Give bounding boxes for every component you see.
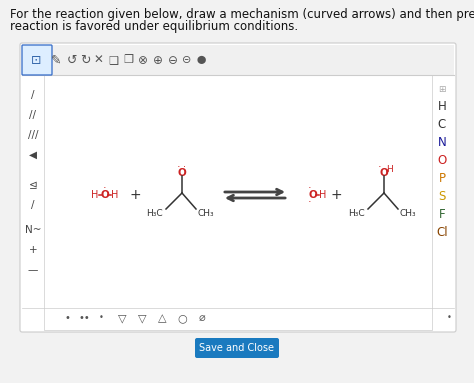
Text: ▽: ▽ bbox=[138, 313, 146, 323]
Text: ✎: ✎ bbox=[51, 54, 61, 67]
Text: H₃C: H₃C bbox=[348, 208, 365, 218]
Text: ⊗: ⊗ bbox=[138, 54, 148, 67]
Text: O: O bbox=[178, 168, 186, 178]
Text: CH₃: CH₃ bbox=[400, 208, 417, 218]
Text: ◀: ◀ bbox=[29, 150, 37, 160]
Text: ⬤: ⬤ bbox=[196, 56, 206, 64]
Text: Save and Close: Save and Close bbox=[200, 343, 274, 353]
FancyBboxPatch shape bbox=[22, 45, 52, 75]
Text: H: H bbox=[111, 190, 118, 200]
Text: S: S bbox=[438, 190, 446, 203]
Text: H: H bbox=[387, 165, 393, 173]
Text: •: • bbox=[64, 313, 70, 323]
Text: ⌀: ⌀ bbox=[199, 313, 205, 323]
Bar bbox=[44, 75, 432, 330]
FancyBboxPatch shape bbox=[20, 43, 456, 332]
Text: O: O bbox=[309, 190, 318, 200]
Text: N: N bbox=[438, 136, 447, 149]
Text: C: C bbox=[438, 118, 446, 131]
Text: ⊡: ⊡ bbox=[31, 54, 41, 67]
Text: ⊝: ⊝ bbox=[182, 55, 191, 65]
Text: H: H bbox=[319, 190, 327, 200]
Text: ·: · bbox=[308, 197, 312, 207]
Text: ⊴: ⊴ bbox=[28, 180, 37, 190]
Text: O: O bbox=[438, 154, 447, 167]
Text: ⊕: ⊕ bbox=[153, 54, 163, 67]
Text: +: + bbox=[129, 188, 141, 202]
Text: //: // bbox=[29, 110, 36, 120]
Text: ↻: ↻ bbox=[80, 54, 90, 67]
Text: +: + bbox=[29, 245, 37, 255]
Text: ✕: ✕ bbox=[93, 54, 103, 67]
Text: Cl: Cl bbox=[436, 226, 448, 239]
Text: For the reaction given below, draw a mechanism (curved arrows) and then predict : For the reaction given below, draw a mec… bbox=[10, 8, 474, 21]
Text: ⊖: ⊖ bbox=[168, 54, 178, 67]
Text: O: O bbox=[100, 190, 109, 200]
Text: H₃C: H₃C bbox=[146, 208, 163, 218]
Text: —: — bbox=[28, 265, 38, 275]
Text: ❒: ❒ bbox=[123, 55, 133, 65]
Text: +: + bbox=[330, 188, 342, 202]
Text: ▽: ▽ bbox=[118, 313, 126, 323]
FancyBboxPatch shape bbox=[195, 338, 279, 358]
Text: H: H bbox=[438, 100, 447, 113]
Text: ·: · bbox=[103, 183, 107, 193]
Text: ·: · bbox=[308, 183, 312, 193]
Text: ⊞: ⊞ bbox=[438, 85, 446, 95]
Text: •: • bbox=[447, 314, 451, 322]
Text: /: / bbox=[31, 200, 35, 210]
Text: F: F bbox=[439, 208, 445, 221]
Text: P: P bbox=[438, 172, 446, 185]
Text: H: H bbox=[91, 190, 99, 200]
Text: ·: · bbox=[378, 162, 382, 172]
Text: ///: /// bbox=[28, 130, 38, 140]
Text: /: / bbox=[31, 90, 35, 100]
Text: ↺: ↺ bbox=[67, 54, 77, 67]
Text: CH₃: CH₃ bbox=[198, 208, 215, 218]
Text: O: O bbox=[380, 168, 388, 178]
Text: ·: · bbox=[177, 162, 181, 172]
Text: △: △ bbox=[158, 313, 166, 323]
Text: ❑: ❑ bbox=[108, 55, 118, 65]
Text: N~: N~ bbox=[25, 225, 41, 235]
Text: ○: ○ bbox=[177, 313, 187, 323]
Bar bbox=[22, 45, 454, 75]
Text: ·: · bbox=[183, 162, 186, 172]
Text: ••: •• bbox=[78, 313, 90, 323]
Text: reaction is favored under equilibrium conditions.: reaction is favored under equilibrium co… bbox=[10, 20, 298, 33]
Text: •: • bbox=[99, 314, 103, 322]
